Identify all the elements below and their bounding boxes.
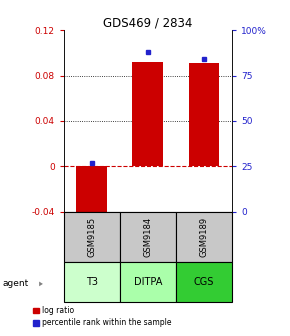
Text: GSM9189: GSM9189	[200, 217, 209, 257]
Text: DITPA: DITPA	[134, 277, 162, 287]
Text: GSM9184: GSM9184	[143, 217, 153, 257]
Bar	[64, 262, 120, 302]
Polygon shape	[39, 282, 43, 286]
Text: T3: T3	[86, 277, 98, 287]
Bar	[64, 212, 120, 262]
Bar	[176, 262, 232, 302]
Bar	[133, 62, 163, 166]
Title: GDS469 / 2834: GDS469 / 2834	[103, 16, 193, 29]
Bar	[120, 262, 176, 302]
Bar	[120, 212, 176, 262]
Bar	[176, 212, 232, 262]
Text: GSM9185: GSM9185	[87, 217, 96, 257]
Legend: log ratio, percentile rank within the sample: log ratio, percentile rank within the sa…	[33, 306, 171, 327]
Text: CGS: CGS	[194, 277, 214, 287]
Bar	[188, 63, 219, 166]
Text: agent: agent	[3, 280, 29, 288]
Bar	[76, 166, 107, 221]
